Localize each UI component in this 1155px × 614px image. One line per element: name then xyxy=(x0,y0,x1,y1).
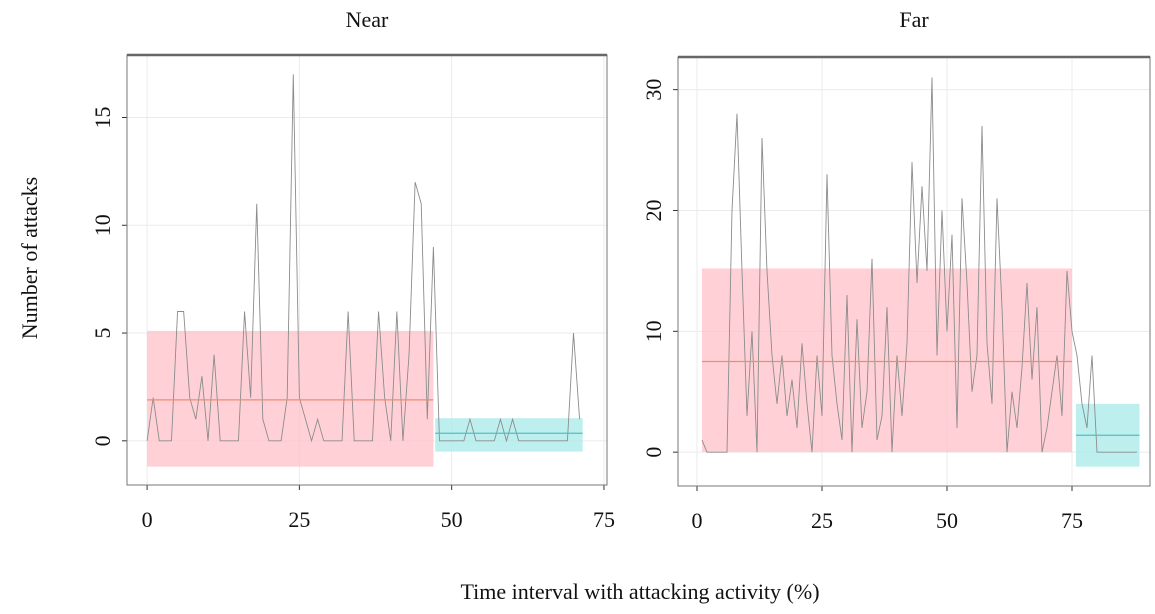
x-tick-label: 50 xyxy=(441,507,463,532)
panel: Near 0 25 50 75 0 5 10 15 xyxy=(90,7,615,532)
x-tick-label: 0 xyxy=(692,508,703,533)
data-line xyxy=(701,77,1137,453)
y-tick-label: 20 xyxy=(641,199,666,221)
data-line xyxy=(146,74,581,443)
panel: Far 0 25 50 75 0 10 20 30 xyxy=(641,7,1151,533)
x-tick-label: 0 xyxy=(142,507,153,532)
band xyxy=(435,418,583,452)
x-tick-label: 75 xyxy=(593,507,615,532)
y-tick-label: 5 xyxy=(90,328,115,339)
x-tick-label: 50 xyxy=(936,508,958,533)
y-tick-label: 10 xyxy=(641,320,666,342)
y-tick-label: 0 xyxy=(641,447,666,458)
panel-title: Far xyxy=(899,7,929,32)
band xyxy=(702,268,1072,453)
x-axis-label: Time interval with attacking activity (%… xyxy=(460,579,819,604)
x-tick-label: 25 xyxy=(288,507,310,532)
band xyxy=(147,330,434,467)
y-tick-label: 0 xyxy=(90,435,115,446)
panel-title: Near xyxy=(346,7,389,32)
y-tick-label: 30 xyxy=(641,79,666,101)
y-tick-label: 15 xyxy=(90,107,115,129)
x-tick-label: 25 xyxy=(811,508,833,533)
x-tick-label: 75 xyxy=(1061,508,1083,533)
y-tick-label: 10 xyxy=(90,214,115,236)
y-axis-label: Number of attacks xyxy=(17,177,42,340)
